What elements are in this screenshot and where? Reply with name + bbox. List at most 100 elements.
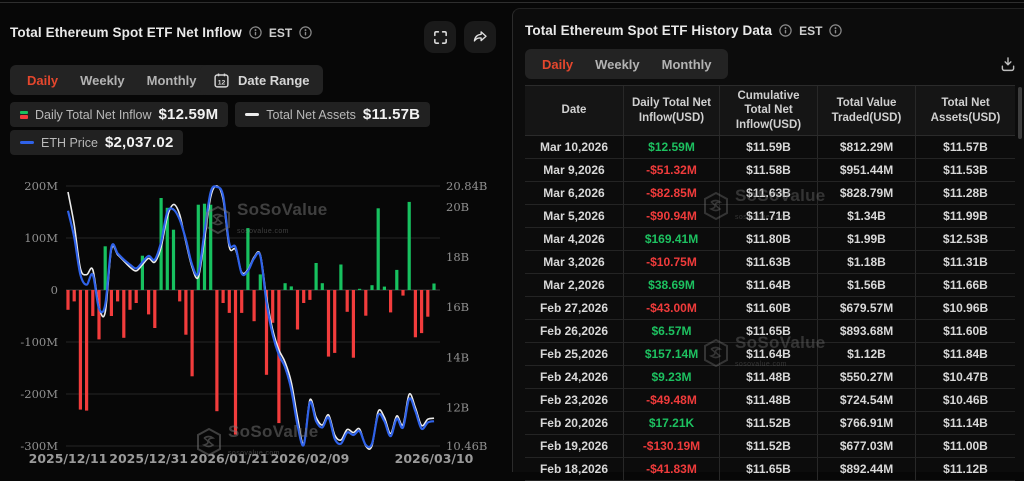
cell-cumulative-inflow: $11.58B [719,159,817,182]
inflow-bar [209,204,213,290]
inflow-bar [184,290,188,335]
column-header-date[interactable]: Date [561,104,587,117]
cell-net-assets: $11.99B [915,205,1015,228]
net-inflow-chart-panel: Total Ethereum Spot ETF Net Inflow EST D… [0,3,512,472]
tab-daily[interactable]: Daily [542,56,574,72]
cell-value-traded: $812.29M [817,136,915,159]
inflow-bar [420,290,424,334]
date-range-button[interactable]: 12 Date Range [200,65,323,95]
cell-daily-inflow: -$82.85M [623,182,719,205]
etf-history-table: Date Daily Total Net Inflow(USD) Cumulat… [525,85,1015,481]
cell-date: Feb 27,2026 [539,301,609,316]
cell-cumulative-inflow: $11.64B [719,274,817,297]
legend-label: Total Net Assets [266,107,356,122]
cell-net-assets: $11.66B [915,274,1015,297]
download-button[interactable] [997,53,1019,75]
inflow-bar [215,290,219,412]
table-scrollbar[interactable] [1018,87,1022,139]
inflow-bar [72,290,76,302]
cell-cumulative-inflow: $11.63B [719,182,817,205]
inflow-bar [97,290,101,340]
legend-daily-net-inflow[interactable]: Daily Total Net Inflow $12.59M [10,102,229,127]
right-axis-tick: 20B [446,200,469,214]
inflow-bar [289,286,293,290]
inflow-bar [395,269,399,290]
inflow-bar [66,290,70,310]
top-divider [0,2,1024,3]
tab-monthly[interactable]: Monthly [661,56,712,72]
cell-net-assets: $11.84B [915,343,1015,366]
cell-daily-inflow: $9.23M [623,366,719,389]
inflow-bar [370,285,374,290]
inflow-bar [165,207,169,290]
table-row: Mar 10,2026 $12.59M $11.59B $812.29M $11.57B [525,136,1015,160]
column-header-net-assets[interactable]: Total Net Assets(USD) [915,86,1015,136]
table-period-tabs: Daily Weekly Monthly [525,49,729,79]
legend-eth-price[interactable]: ETH Price $2,037.02 [10,130,184,155]
inflow-bar [401,290,405,296]
inflow-bar [190,290,194,377]
tab-daily[interactable]: Daily [27,72,59,88]
inflow-bar [358,288,362,290]
tab-weekly[interactable]: Weekly [80,72,125,88]
cell-cumulative-inflow: $11.59B [719,136,817,159]
cell-net-assets: $11.31B [915,251,1015,274]
inflow-bar [407,201,411,290]
left-axis-tick: -300M [20,439,58,453]
cell-daily-inflow: $157.14M [623,343,719,366]
cell-cumulative-inflow: $11.60B [719,297,817,320]
tab-weekly[interactable]: Weekly [595,56,640,72]
tab-monthly[interactable]: Monthly [146,72,197,88]
inflow-bar [264,290,269,375]
share-icon [473,31,487,42]
line-legend-icon [245,112,260,117]
left-axis-tick: -200M [20,387,58,401]
inflow-bar [432,283,436,290]
cell-value-traded: $828.79M [817,182,915,205]
cell-cumulative-inflow: $11.52B [719,412,817,435]
inflow-bar [240,290,244,313]
x-axis-tick: 2026/02/09 [271,451,350,466]
cell-daily-inflow: -$90.94M [623,205,719,228]
etf-net-inflow-chart[interactable]: 200M 100M 0 -100M -200M -300M 20.84B 20B 18B 16B 1… [0,3,512,472]
cell-net-assets: $11.14B [915,412,1015,435]
column-header-value-traded[interactable]: Total Value Traded(USD) [817,86,915,136]
column-header-daily-inflow[interactable]: Daily Total Net Inflow(USD) [623,86,719,136]
cell-cumulative-inflow: $11.48B [719,366,817,389]
cell-value-traded: $766.91M [817,412,915,435]
cell-cumulative-inflow: $11.65B [719,320,817,343]
legend-total-net-assets[interactable]: Total Net Assets $11.57B [235,102,431,127]
inflow-bar [227,290,231,313]
cell-date: Mar 2,2026 [543,278,605,293]
cell-net-assets: $11.00B [915,435,1015,458]
column-header-cumulative-inflow[interactable]: Cumulative Total Net Inflow(USD) [719,86,817,136]
table-row: Feb 20,2026 $17.21K $11.52B $766.91M $11.14B [525,412,1015,436]
cell-date: Mar 10,2026 [539,140,609,155]
inflow-bar [333,290,337,353]
inflow-bar [153,290,157,328]
cell-net-assets: $10.47B [915,366,1015,389]
cell-net-assets: $11.60B [915,320,1015,343]
fullscreen-button[interactable] [424,21,456,53]
x-axis-tick: 2026/01/21 [190,451,269,466]
right-axis-tick: 20.84B [446,179,487,193]
svg-text:12: 12 [218,79,226,86]
cell-cumulative-inflow: $11.71B [719,205,817,228]
inflow-bar [109,290,113,316]
x-axis-tick: 2026/03/10 [395,451,474,466]
timezone-label: EST [799,23,823,38]
cell-date: Mar 6,2026 [543,186,605,201]
inflow-bar [271,290,275,323]
cell-value-traded: $892.44M [817,458,915,481]
info-icon[interactable] [779,24,792,37]
inflow-bar [252,290,256,322]
cell-date: Feb 23,2026 [539,393,609,408]
info-icon[interactable] [299,26,312,39]
info-icon[interactable] [249,26,262,39]
inflow-bar [283,283,287,290]
share-button[interactable] [464,21,496,53]
info-icon[interactable] [829,24,843,37]
right-axis-tick: 16B [446,300,469,314]
legend-label: ETH Price [41,135,98,150]
chart-title: Total Ethereum Spot ETF Net Inflow [10,25,242,40]
